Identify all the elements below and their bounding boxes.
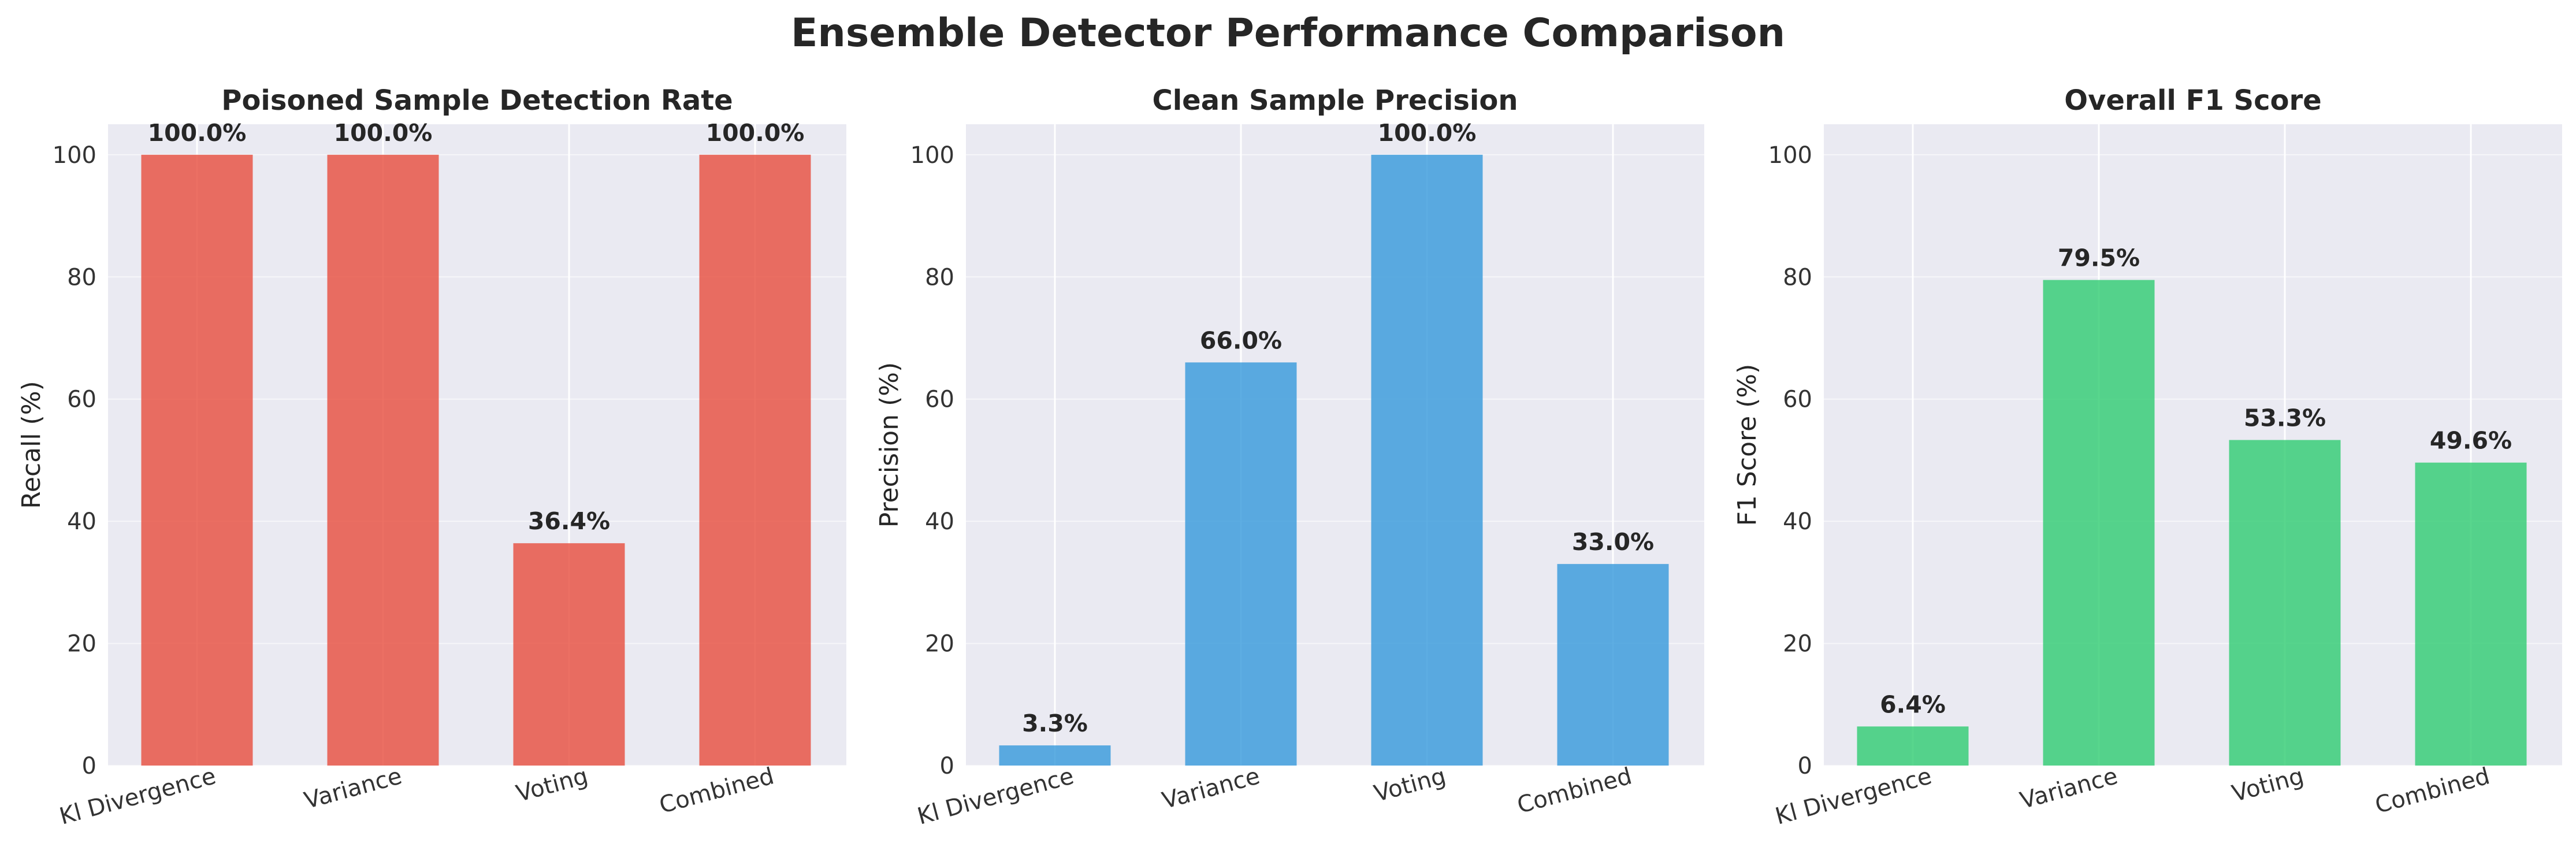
y-tick-label: 60 — [1783, 387, 1812, 413]
bar — [2229, 440, 2341, 766]
bar-value-label: 100.0% — [148, 119, 247, 147]
bar-value-label: 6.4% — [1880, 690, 1946, 718]
bar-value-label: 53.3% — [2244, 404, 2326, 432]
y-tick-label: 20 — [67, 631, 96, 658]
bar — [513, 543, 625, 766]
bar-value-label: 100.0% — [706, 119, 805, 147]
bar — [2043, 280, 2155, 766]
bar — [1371, 154, 1483, 766]
bar-value-label: 36.4% — [528, 507, 610, 535]
y-tick-label: 80 — [925, 264, 954, 291]
y-tick-label: 40 — [925, 508, 954, 535]
x-tick-label: Combined — [1514, 763, 1634, 819]
x-tick-label: Combined — [656, 763, 776, 819]
y-tick-label: 40 — [67, 508, 96, 535]
bar — [1557, 564, 1669, 766]
y-tick-label: 100 — [910, 142, 954, 169]
y-tick-label: 20 — [1783, 631, 1812, 658]
bar-value-label: 49.6% — [2430, 427, 2512, 455]
x-tick-label: Variance — [1159, 763, 1263, 814]
bar — [1857, 726, 1969, 766]
x-tick-label: Voting — [2229, 763, 2307, 807]
y-tick-label: 60 — [925, 387, 954, 413]
y-tick-label: 60 — [67, 387, 96, 413]
bar — [999, 745, 1111, 766]
bar-value-label: 33.0% — [1572, 528, 1654, 556]
y-tick-label: 80 — [67, 264, 96, 291]
x-tick-label: Variance — [2017, 763, 2121, 814]
bar-value-label: 100.0% — [1378, 119, 1477, 147]
y-tick-label: 0 — [1798, 753, 1812, 779]
x-tick-label: Voting — [514, 763, 591, 807]
bar-value-label: 100.0% — [334, 119, 433, 147]
x-tick-label: Voting — [1371, 763, 1449, 807]
bar — [1185, 362, 1297, 766]
y-tick-label: 20 — [925, 631, 954, 658]
y-axis-label: Recall (%) — [17, 381, 46, 508]
x-tick-label: Variance — [302, 763, 405, 814]
bar — [699, 154, 811, 766]
x-tick-label: Combined — [2372, 763, 2492, 819]
y-tick-label: 0 — [82, 753, 96, 779]
bar-value-label: 66.0% — [1200, 326, 1282, 354]
bar — [327, 154, 439, 766]
y-tick-label: 100 — [53, 142, 96, 169]
y-tick-label: 80 — [1783, 264, 1812, 291]
subplot-title: Overall F1 Score — [2064, 84, 2321, 117]
x-tick-label: Kl Divergence — [1772, 763, 1934, 830]
subplot-title: Poisoned Sample Detection Rate — [221, 84, 733, 117]
subplot-title: Clean Sample Precision — [1152, 84, 1518, 117]
bar-value-label: 3.3% — [1022, 710, 1088, 737]
figure-title: Ensemble Detector Performance Comparison — [790, 10, 1786, 56]
y-tick-label: 40 — [1783, 508, 1812, 535]
y-axis-label: F1 Score (%) — [1733, 364, 1762, 526]
bar-value-label: 79.5% — [2058, 244, 2140, 272]
x-tick-label: Kl Divergence — [915, 763, 1076, 830]
y-tick-label: 100 — [1768, 142, 1812, 169]
bar — [2415, 462, 2527, 766]
bar — [141, 154, 253, 766]
y-axis-label: Precision (%) — [875, 362, 904, 528]
x-tick-label: Kl Divergence — [57, 763, 218, 830]
y-tick-label: 0 — [940, 753, 954, 779]
